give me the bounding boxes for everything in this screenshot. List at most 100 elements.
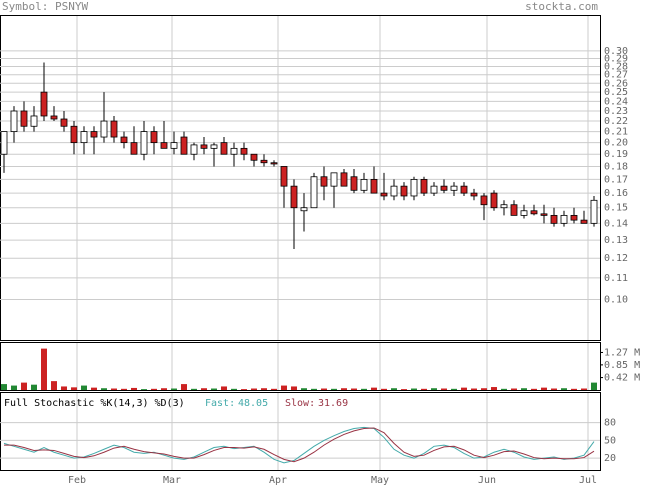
volume-bar: [511, 388, 517, 390]
candle-body: [440, 185, 448, 191]
y-tick-label: 20: [604, 453, 616, 464]
candle-body: [290, 185, 298, 209]
y-tick-label: 0.28: [604, 61, 628, 72]
x-tick-label: Jul: [579, 475, 597, 486]
y-tick-label: 80: [604, 418, 616, 429]
x-tick-label: May: [371, 475, 389, 486]
candle-body: [270, 162, 278, 165]
candle-body: [360, 179, 368, 191]
volume-bar: [411, 388, 417, 390]
candle-body: [170, 142, 178, 149]
volume-bar: [181, 384, 187, 390]
volume-bar: [11, 385, 17, 390]
x-tick-label: Jun: [478, 475, 496, 486]
volume-bar: [251, 388, 257, 390]
candle-body: [530, 210, 538, 215]
volume-bar: [281, 385, 287, 390]
candle-body: [220, 142, 228, 155]
stochastic-line: [3, 426, 595, 464]
volume-bar: [71, 387, 77, 390]
symbol: Symbol: PSNYW: [2, 0, 88, 13]
y-tick-label: 0.10: [604, 294, 628, 305]
volume-bar: [561, 388, 567, 390]
volume-bar: [51, 381, 57, 390]
volume-bar: [111, 388, 117, 390]
candle-body: [300, 207, 308, 212]
x-tick-label: Mar: [163, 475, 181, 486]
candle-body: [480, 195, 488, 206]
candle-body: [310, 176, 318, 209]
candle-body: [370, 179, 378, 194]
volume-bar: [131, 387, 137, 390]
x-tick-label: Feb: [68, 475, 86, 486]
candle-body: [190, 144, 198, 155]
y-tick-label: 0.18: [604, 161, 628, 172]
legend-name: Slow:: [285, 398, 315, 409]
volume-bar: [371, 387, 377, 390]
candle-body: [340, 172, 348, 187]
y-tick-label: 1.27 M: [604, 347, 640, 358]
y-tick-label: 0.27: [604, 70, 628, 81]
candle-body: [0, 131, 8, 155]
stochastic-panel: [0, 392, 601, 471]
candle-body: [130, 142, 138, 155]
volume-bar: [351, 388, 357, 390]
candle-body: [160, 142, 168, 149]
candle-body: [520, 210, 528, 216]
volume-bar: [571, 388, 577, 390]
y-tick-label: 0.25: [604, 87, 628, 98]
y-tick-label: 0.22: [604, 116, 628, 127]
candle-body: [470, 192, 478, 197]
candle-body: [240, 147, 248, 155]
candle-body: [350, 176, 358, 191]
volume-bar: [91, 387, 97, 390]
stochastic-title: Full Stochastic %K(14,3) %D(3): [4, 398, 185, 409]
candle-body: [20, 110, 28, 127]
volume-bar: [141, 389, 147, 390]
candle-body: [180, 136, 188, 155]
y-tick-label: 0.85 M: [604, 360, 640, 371]
y-tick-label: 0.21: [604, 127, 628, 138]
y-tick-label: 0.15: [604, 203, 628, 214]
y-tick-label: 0.11: [604, 273, 628, 284]
volume-bar: [341, 388, 347, 390]
volume-bar: [271, 388, 277, 390]
volume-bar: [1, 384, 7, 390]
candle-body: [550, 214, 558, 224]
y-tick-label: 0.42 M: [604, 373, 640, 384]
volume-bar: [191, 388, 197, 390]
volume-bar: [401, 389, 407, 390]
candle-body: [560, 214, 568, 224]
candle-body: [570, 214, 578, 221]
volume-bar: [431, 388, 437, 390]
candle-body: [230, 147, 238, 155]
volume-bar: [441, 388, 447, 390]
volume-bar: [591, 382, 597, 390]
volume-bar: [321, 388, 327, 390]
y-tick-label: 0.26: [604, 78, 628, 89]
volume-bar: [451, 388, 457, 390]
candle-body: [110, 120, 118, 138]
legend-value: 48.05: [238, 398, 268, 409]
candle-body: [390, 185, 398, 197]
candle-body: [540, 213, 548, 216]
volume-bar: [81, 385, 87, 390]
site: stockta.com: [525, 0, 598, 13]
candle-body: [450, 185, 458, 191]
volume-bar: [531, 388, 537, 390]
y-tick-label: 0.13: [604, 235, 628, 246]
candle-body: [400, 185, 408, 197]
volume-bar: [161, 388, 167, 390]
y-tick-label: 0.19: [604, 149, 628, 160]
x-tick-label: Apr: [269, 475, 287, 486]
candle-body: [120, 136, 128, 144]
volume-bar: [61, 386, 67, 390]
volume-bar: [231, 388, 237, 390]
y-tick-label: 0.23: [604, 106, 628, 117]
candle-body: [200, 144, 208, 149]
candle-body: [100, 120, 108, 138]
candle-body: [140, 131, 148, 155]
candle-body: [210, 144, 218, 149]
volume-bar: [481, 388, 487, 390]
y-tick-label: 0.12: [604, 253, 628, 264]
